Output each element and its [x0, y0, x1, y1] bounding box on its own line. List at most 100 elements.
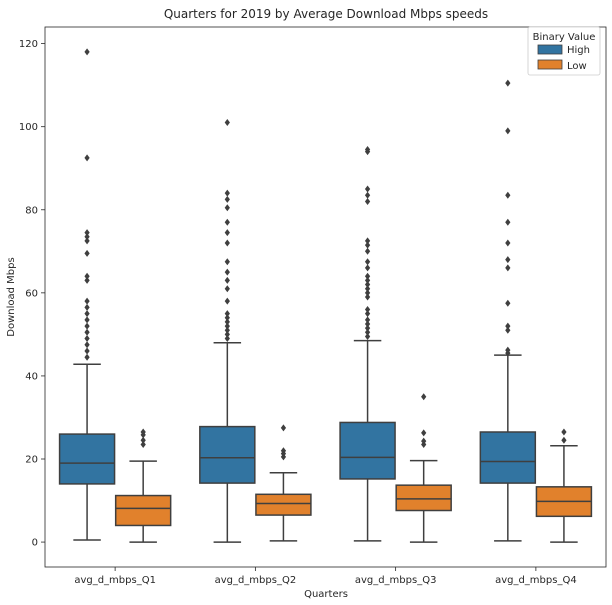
iqr-box	[479, 431, 537, 484]
outlier-point	[421, 429, 427, 437]
outlier-point	[84, 322, 90, 330]
outlier-point	[421, 393, 427, 401]
plot-frame	[44, 26, 607, 568]
outlier-point	[84, 297, 90, 305]
outlier-point	[224, 276, 230, 284]
outlier-point	[364, 258, 371, 266]
y-tick-label: 20	[25, 455, 38, 466]
outlier-point	[505, 218, 511, 226]
box-high-avg_d_mbps_Q3	[339, 146, 396, 542]
outlier-point	[224, 239, 230, 247]
outlier-point	[84, 303, 90, 311]
outlier-point	[364, 328, 371, 336]
outlier-point	[224, 335, 230, 343]
outlier-point	[364, 276, 371, 284]
box-high-avg_d_mbps_Q1	[58, 48, 116, 541]
outlier-point	[224, 314, 230, 322]
y-tick-label: 40	[25, 371, 38, 382]
iqr-box	[255, 493, 312, 516]
outlier-point	[505, 326, 511, 334]
outlier-point	[84, 353, 90, 361]
outlier-point	[364, 237, 371, 245]
outlier-point	[364, 305, 371, 313]
iqr-box	[58, 433, 116, 485]
box-low-avg_d_mbps_Q1	[114, 428, 172, 543]
outlier-point	[280, 447, 287, 455]
outlier-point	[84, 237, 90, 245]
outlier-point	[364, 316, 371, 324]
outlier-point	[224, 326, 230, 334]
outlier-point	[224, 330, 230, 338]
outlier-point	[364, 185, 371, 193]
outlier-point	[224, 310, 230, 318]
outlier-point	[84, 48, 90, 56]
outlier-point	[84, 347, 90, 355]
outlier-point	[84, 341, 90, 349]
outlier-point	[140, 428, 146, 436]
outlier-point	[84, 154, 90, 162]
outlier-point	[224, 258, 230, 266]
y-axis-label: Download Mbps	[6, 257, 17, 336]
outlier-point	[84, 272, 90, 280]
outlier-point	[505, 191, 511, 199]
outlier-point	[505, 256, 511, 264]
y-tick-label: 80	[25, 205, 38, 216]
y-tick-label: 0	[32, 538, 38, 549]
outlier-point	[364, 272, 371, 280]
outlier-point	[84, 249, 90, 257]
y-axis-ticks: 0 20 40 60 80 100 120	[19, 39, 45, 549]
outlier-point	[84, 316, 90, 324]
legend-swatch-low	[537, 59, 563, 70]
outlier-point	[224, 218, 230, 226]
boxes	[58, 48, 593, 543]
outlier-point	[84, 276, 90, 284]
outlier-point	[224, 229, 230, 237]
outlier-point	[364, 191, 371, 199]
outlier-point	[505, 239, 511, 247]
outlier-point	[364, 324, 371, 332]
outlier-point	[364, 293, 371, 301]
outlier-point	[364, 289, 371, 297]
outlier-point	[280, 424, 287, 432]
chart-title: Quarters for 2019 by Average Download Mb…	[164, 7, 488, 21]
legend: Binary Value High Low	[527, 26, 601, 76]
iqr-box	[199, 425, 256, 484]
outlier-point	[364, 281, 371, 289]
outlier-point	[505, 127, 511, 135]
outlier-point	[364, 264, 371, 272]
outlier-point	[84, 328, 90, 336]
outlier-point	[364, 197, 371, 205]
outlier-point	[84, 233, 90, 241]
outlier-point	[84, 229, 90, 237]
outlier-point	[84, 310, 90, 318]
outlier-point	[140, 440, 146, 448]
legend-entry-high: High	[567, 45, 590, 56]
outlier-point	[364, 241, 371, 249]
outlier-point	[505, 264, 511, 272]
legend-swatch-high	[537, 44, 563, 55]
y-tick-label: 60	[25, 288, 38, 299]
outlier-point	[505, 299, 511, 307]
legend-title: Binary Value	[533, 32, 596, 43]
outlier-point	[224, 322, 230, 330]
outlier-point	[224, 268, 230, 276]
legend-entry-low: Low	[567, 61, 587, 72]
x-tick-label: avg_d_mbps_Q2	[215, 575, 297, 586]
iqr-box	[114, 494, 172, 527]
outlier-point	[364, 285, 371, 293]
outlier-point	[224, 119, 230, 127]
outlier-point	[224, 318, 230, 326]
box-low-avg_d_mbps_Q4	[535, 428, 593, 543]
outlier-point	[505, 322, 511, 330]
x-tick-label: avg_d_mbps_Q4	[495, 575, 577, 586]
box-low-avg_d_mbps_Q3	[395, 393, 452, 543]
outlier-point	[364, 332, 371, 340]
outlier-point	[224, 285, 230, 293]
outlier-point	[364, 146, 371, 154]
outlier-point	[561, 428, 567, 436]
outlier-point	[364, 310, 371, 318]
box-high-avg_d_mbps_Q4	[479, 79, 537, 542]
outlier-point	[84, 335, 90, 343]
y-tick-label: 100	[19, 122, 38, 133]
box-high-avg_d_mbps_Q2	[199, 119, 256, 543]
